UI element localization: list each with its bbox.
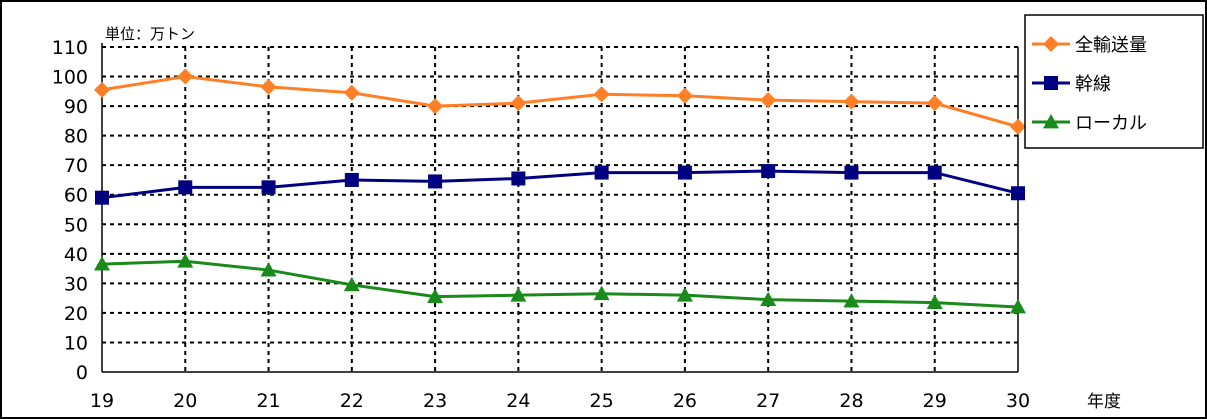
y-tick-label: 70 bbox=[64, 155, 88, 177]
x-tick-label: 24 bbox=[506, 390, 530, 412]
data-point bbox=[177, 68, 194, 85]
data-point bbox=[428, 174, 443, 189]
data-point bbox=[760, 291, 777, 307]
y-tick-label: 50 bbox=[64, 214, 88, 236]
y-tick-label: 0 bbox=[76, 362, 88, 384]
series-2 bbox=[94, 253, 1026, 314]
data-point bbox=[427, 288, 444, 304]
data-point bbox=[511, 171, 526, 186]
data-point bbox=[343, 84, 360, 101]
axes bbox=[101, 43, 1019, 373]
data-point bbox=[260, 78, 277, 95]
data-point bbox=[594, 165, 609, 180]
data-point bbox=[427, 98, 444, 115]
tick-labels: 0 10 20 30 40 50 60 70 80 90 100 110 19 20 21 22 23 24 25 2… bbox=[52, 37, 1030, 412]
data-point bbox=[94, 81, 110, 98]
y-tick-label: 90 bbox=[64, 96, 88, 118]
series-line bbox=[101, 169, 1019, 200]
data-point bbox=[1010, 118, 1026, 135]
data-point bbox=[844, 165, 859, 180]
data-point bbox=[593, 285, 610, 301]
data-point bbox=[761, 164, 776, 179]
data-point bbox=[260, 262, 277, 277]
legend-label: ローカル bbox=[1075, 113, 1147, 134]
y-tick-label: 60 bbox=[64, 185, 88, 207]
series-line bbox=[101, 75, 1019, 129]
data-point bbox=[510, 287, 527, 302]
grid-lines bbox=[102, 46, 1018, 372]
data-point bbox=[927, 165, 942, 180]
legend-swatch-marker bbox=[1044, 76, 1058, 90]
data-point bbox=[676, 87, 693, 104]
x-tick-label: 27 bbox=[756, 390, 780, 412]
x-tick-label: 25 bbox=[590, 390, 614, 412]
legend-item: 全輸送量 bbox=[1032, 35, 1147, 56]
data-point bbox=[843, 293, 860, 308]
x-tick-label: 28 bbox=[839, 390, 863, 412]
legend-label: 全輸送量 bbox=[1075, 35, 1147, 56]
x-tick-label: 23 bbox=[423, 390, 447, 412]
y-tick-label: 40 bbox=[64, 244, 88, 266]
x-tick-label: 26 bbox=[673, 390, 697, 412]
y-tick-label: 20 bbox=[64, 303, 88, 325]
y-tick-label: 110 bbox=[52, 37, 88, 59]
x-axis-title: 年度 bbox=[1087, 392, 1121, 412]
data-point bbox=[510, 95, 527, 112]
data-point bbox=[676, 287, 693, 302]
data-point bbox=[926, 95, 943, 112]
series-0 bbox=[94, 68, 1026, 135]
data-point bbox=[926, 294, 943, 309]
legend-label: 幹線 bbox=[1075, 74, 1111, 95]
y-tick-label: 30 bbox=[64, 273, 88, 295]
data-point bbox=[677, 165, 692, 180]
data-point bbox=[1010, 299, 1026, 314]
unit-note: 単位：万トン bbox=[105, 25, 195, 43]
data-point bbox=[95, 190, 109, 205]
legend-swatch-marker bbox=[1043, 36, 1059, 52]
x-tick-label: 30 bbox=[1006, 390, 1030, 412]
y-tick-label: 80 bbox=[64, 126, 88, 148]
x-tick-label: 22 bbox=[340, 390, 364, 412]
data-point bbox=[760, 92, 777, 109]
data-point bbox=[344, 172, 359, 187]
legend-item: ローカル bbox=[1032, 113, 1147, 134]
x-tick-label: 20 bbox=[173, 390, 197, 412]
series-line bbox=[101, 259, 1019, 309]
data-point bbox=[1011, 186, 1025, 201]
legend-item: 幹線 bbox=[1032, 74, 1111, 95]
data-point bbox=[343, 276, 360, 292]
data-point bbox=[843, 93, 860, 110]
series-lines bbox=[94, 68, 1026, 314]
data-point bbox=[593, 86, 610, 103]
x-tick-label: 29 bbox=[923, 390, 947, 412]
x-tick-label: 19 bbox=[90, 390, 114, 412]
x-tick-label: 21 bbox=[256, 390, 280, 412]
series-1 bbox=[95, 164, 1025, 205]
data-point bbox=[177, 253, 194, 268]
y-tick-label: 10 bbox=[64, 332, 88, 354]
data-point bbox=[261, 180, 276, 195]
data-point bbox=[94, 256, 110, 271]
data-point bbox=[178, 180, 193, 195]
legend-swatch-marker bbox=[1043, 114, 1059, 129]
y-tick-label: 100 bbox=[52, 67, 88, 89]
